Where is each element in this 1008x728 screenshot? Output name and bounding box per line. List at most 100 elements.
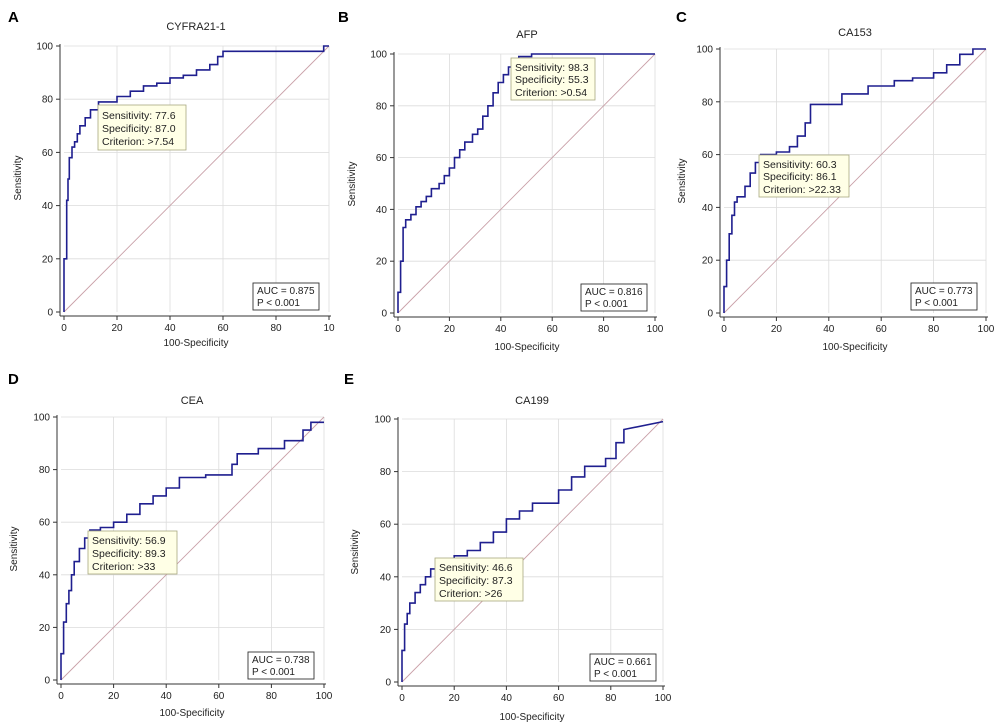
y-tick-label-c: 60	[702, 150, 714, 161]
y-axis-label-c: Sensitivity	[677, 158, 688, 203]
p-value-label-a: P < 0.001	[257, 298, 300, 309]
y-tick-label-b: 0	[381, 309, 387, 320]
y-tick-label-a: 20	[42, 254, 54, 265]
plot-area-d: 0 20 40 60 80 100 0 20 40 60 80 100	[33, 413, 332, 703]
y-tick-label-e: 20	[380, 625, 392, 636]
reference-diagonal-e	[401, 418, 664, 683]
x-tick-label-a: 0	[61, 323, 67, 334]
chart-title-e: CA199	[515, 395, 549, 407]
y-tick-label-d: 80	[39, 465, 51, 476]
plot-area-c: 0 20 40 60 80 100 0 20 40 60 80 100	[696, 45, 994, 336]
x-tick-label-e: 20	[449, 693, 461, 704]
x-tick-label-d: 0	[58, 691, 64, 702]
criterion-box-b: Sensitivity: 98.3 Specificity: 55.3 Crit…	[510, 57, 596, 101]
roc-curve-c	[723, 48, 986, 313]
y-tick-label-a: 100	[36, 42, 53, 53]
y-tick-label-a: 0	[47, 308, 53, 319]
criterion-label-b: Criterion: >0.54	[515, 87, 587, 99]
x-tick-label-c: 100	[978, 324, 995, 335]
auc-box-c: AUC = 0.773 P < 0.001	[910, 282, 978, 311]
y-tick-label-b: 40	[376, 205, 388, 216]
y-tick-label-b: 100	[370, 50, 387, 61]
x-tick-label-c: 60	[876, 324, 888, 335]
criterion-label-d: Criterion: >33	[92, 561, 155, 573]
y-tick-label-a: 60	[42, 148, 54, 159]
p-value-label-c: P < 0.001	[915, 298, 958, 309]
x-axis-label-d: 100-Specificity	[159, 708, 224, 719]
x-tick-label-e: 40	[501, 693, 513, 704]
x-tick-label-a: 60	[217, 323, 229, 334]
auc-label-c: AUC = 0.773	[915, 286, 973, 297]
x-tick-label-e: 0	[399, 693, 405, 704]
sensitivity-label-e: Sensitivity: 46.6	[439, 562, 513, 574]
panel-c: C CA153 100-Specificity Sensitivity 0 20 4…	[676, 9, 995, 353]
y-tick-label-e: 0	[385, 678, 391, 689]
y-tick-label-c: 80	[702, 97, 714, 108]
x-axis-label-a: 100-Specificity	[163, 338, 228, 349]
roc-curve-e	[401, 420, 664, 682]
panel-b: B AFP 100-Specificity Sensitivity 0 20 40 6…	[338, 9, 664, 353]
p-value-label-e: P < 0.001	[594, 669, 637, 680]
y-tick-label-b: 20	[376, 257, 388, 268]
roc-curve-a	[63, 45, 329, 312]
auc-label-a: AUC = 0.875	[257, 286, 315, 297]
x-tick-label-d: 40	[161, 691, 173, 702]
x-tick-label-a: 40	[164, 323, 176, 334]
y-tick-label-d: 100	[33, 413, 50, 424]
y-tick-label-c: 20	[702, 256, 714, 267]
x-tick-label-b: 80	[598, 324, 610, 335]
criterion-box-d: Sensitivity: 56.9 Specificity: 89.3 Crit…	[87, 530, 178, 575]
x-tick-label-a: 10	[323, 323, 335, 334]
reference-diagonal-c	[723, 48, 987, 314]
y-tick-label-c: 40	[702, 203, 714, 214]
criterion-box-e: Sensitivity: 46.6 Specificity: 87.3 Crit…	[434, 557, 524, 602]
auc-label-d: AUC = 0.738	[252, 655, 310, 666]
x-tick-label-d: 100	[316, 691, 333, 702]
x-axis-label-b: 100-Specificity	[494, 342, 559, 353]
specificity-label-d: Specificity: 89.3	[92, 548, 166, 560]
x-tick-label-b: 0	[395, 324, 401, 335]
plot-area-e: 0 20 40 60 80 100 0 20 40 60 80 100	[374, 415, 671, 705]
chart-title-b: AFP	[516, 29, 537, 41]
criterion-label-c: Criterion: >22.33	[763, 184, 841, 196]
y-tick-label-d: 20	[39, 623, 51, 634]
chart-title-a: CYFRA21-1	[166, 21, 225, 33]
panel-a: A CYFRA21-1 100-Specificity Sensitivity …	[8, 9, 335, 349]
auc-label-e: AUC = 0.661	[594, 657, 652, 668]
x-tick-label-b: 20	[444, 324, 456, 335]
p-value-label-b: P < 0.001	[585, 299, 628, 310]
x-tick-label-b: 40	[495, 324, 507, 335]
y-tick-label-a: 40	[42, 201, 54, 212]
criterion-label-a: Criterion: >7.54	[102, 136, 174, 148]
y-axis-label-a: Sensitivity	[13, 155, 24, 200]
x-tick-label-e: 100	[655, 693, 672, 704]
specificity-label-b: Specificity: 55.3	[515, 74, 589, 86]
x-axis-label-c: 100-Specificity	[822, 342, 887, 353]
y-axis-label-e: Sensitivity	[350, 529, 361, 574]
auc-box-e: AUC = 0.661 P < 0.001	[589, 653, 657, 682]
roc-curve-b	[397, 53, 655, 313]
x-tick-label-b: 100	[647, 324, 664, 335]
x-axis-label-e: 100-Specificity	[499, 712, 564, 723]
y-axis-label-b: Sensitivity	[347, 161, 358, 206]
panel-letter-c: C	[676, 9, 687, 26]
specificity-label-e: Specificity: 87.3	[439, 575, 513, 587]
x-tick-label-e: 60	[553, 693, 565, 704]
x-tick-label-c: 40	[823, 324, 835, 335]
reference-diagonal-b	[397, 53, 656, 314]
panel-e: E CA199 100-Specificity Sensitivity 0 20 4…	[344, 371, 672, 723]
x-tick-label-d: 80	[266, 691, 278, 702]
auc-box-a: AUC = 0.875 P < 0.001	[252, 282, 320, 311]
y-tick-label-b: 60	[376, 153, 388, 164]
criterion-box-c: Sensitivity: 60.3 Specificity: 86.1 Crit…	[758, 154, 850, 198]
y-tick-label-d: 60	[39, 518, 51, 529]
y-tick-label-e: 40	[380, 572, 392, 583]
specificity-label-c: Specificity: 86.1	[763, 171, 837, 183]
panel-letter-a: A	[8, 9, 19, 26]
x-tick-label-d: 20	[108, 691, 120, 702]
x-tick-label-e: 80	[605, 693, 617, 704]
x-tick-label-a: 20	[111, 323, 123, 334]
x-tick-label-c: 0	[721, 324, 727, 335]
